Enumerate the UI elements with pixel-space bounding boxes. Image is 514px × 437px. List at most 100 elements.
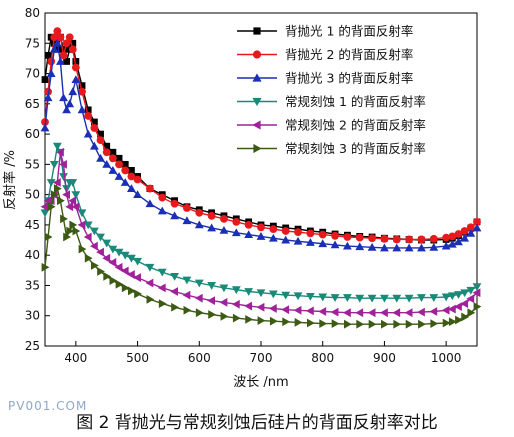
series-2-point — [368, 234, 376, 243]
series-4-point — [429, 294, 439, 302]
series-1 — [41, 33, 481, 244]
series-6-point — [158, 299, 167, 309]
series-4-point — [52, 142, 62, 151]
series-4-point — [68, 179, 78, 187]
series-3-point — [367, 242, 377, 251]
series-5-point — [59, 159, 67, 169]
series-2 — [41, 27, 481, 244]
series-2-point — [331, 231, 339, 240]
axis-ticks: 400 500 600 700 800 900 1000 25 30 35 40 45 50 55 60 65… — [25, 6, 462, 365]
legend-swatch-marker — [253, 143, 262, 154]
series-1-point — [72, 58, 80, 65]
series-6-point — [368, 319, 377, 329]
series-6-point — [418, 319, 426, 329]
series-5-point — [305, 306, 314, 316]
series-3-point — [52, 38, 62, 47]
series-3-point — [293, 236, 303, 245]
x-tick-label: 800 — [311, 351, 334, 365]
series-4-point — [460, 289, 470, 298]
x-tick-label: 700 — [250, 351, 273, 365]
series-4-point — [127, 254, 136, 263]
series-4-point — [318, 293, 328, 302]
series-6-point — [405, 319, 414, 329]
series-4-point — [71, 191, 81, 200]
y-tick-label: 50 — [25, 188, 40, 202]
series-4-point — [120, 251, 130, 260]
series-6-point — [115, 279, 124, 289]
series-2-point — [65, 33, 74, 42]
series-3-point — [157, 206, 167, 215]
series-4-point — [207, 282, 217, 290]
series-6-point — [90, 261, 99, 270]
series-2-point — [466, 223, 475, 232]
series-5-point — [145, 278, 154, 288]
series-3-point — [281, 235, 291, 244]
series-2-point — [170, 199, 179, 208]
series-2-point — [183, 204, 191, 212]
series-4-point — [343, 294, 352, 302]
series-4-point — [441, 293, 451, 302]
series-6-point — [467, 308, 476, 318]
series-5-point — [466, 294, 475, 304]
x-tick-label: 600 — [188, 351, 211, 365]
series-6-point — [134, 289, 142, 299]
series-4-point — [89, 227, 99, 236]
series-2-point — [195, 208, 204, 217]
series-4-point — [219, 284, 229, 293]
series-2-point — [448, 232, 457, 241]
series-5-point — [380, 308, 388, 318]
series-2-point — [68, 45, 77, 54]
series-4-point — [102, 239, 112, 248]
series-4-point — [404, 294, 414, 303]
series-5-point — [256, 302, 265, 312]
series-5-point — [114, 262, 123, 272]
series-5-point — [56, 147, 64, 157]
series-5-point — [52, 178, 61, 187]
series-6-point — [461, 312, 470, 322]
series-6-point — [57, 196, 65, 206]
series-2-point — [220, 214, 228, 223]
series-6-point — [294, 317, 303, 327]
series-5-point — [96, 247, 104, 257]
series-3-point — [244, 230, 254, 238]
series-6-point — [430, 319, 439, 328]
series-3-point — [429, 242, 439, 251]
series-6-point — [53, 184, 62, 193]
series-3-point — [62, 105, 71, 114]
legend-item-6: 常规刻蚀 3 的背面反射率 — [237, 141, 426, 156]
series-5-point — [447, 304, 456, 314]
series-4-point — [330, 294, 340, 302]
series-4-point — [472, 283, 482, 292]
series-2-point — [207, 211, 216, 220]
series-6-point — [109, 276, 118, 286]
legend-label: 背抛光 2 的背面反射率 — [285, 47, 413, 62]
series-5-point — [62, 190, 70, 200]
series-5-point — [318, 307, 327, 316]
series-3-point — [194, 220, 204, 229]
series-4-point — [145, 263, 155, 272]
series-3-point — [68, 87, 78, 96]
series-2-point — [56, 33, 65, 42]
legend-item-5: 常规刻蚀 2 的背面反射率 — [237, 118, 426, 133]
series-2-point — [62, 39, 71, 48]
series-5-point — [355, 308, 364, 318]
y-tick-label: 60 — [25, 127, 40, 141]
series-6-point — [393, 319, 402, 329]
series-3-point — [170, 211, 179, 220]
watermark: PV001.COM — [8, 399, 88, 413]
series-1-point — [84, 106, 92, 114]
legend-label: 背抛光 1 的背面反射率 — [285, 24, 413, 39]
y-tick-label: 35 — [25, 278, 40, 292]
series-6-point — [41, 262, 50, 272]
series-6-point — [356, 319, 365, 329]
series-1-point — [109, 148, 117, 156]
series-4-point — [108, 245, 118, 254]
series-6-point — [269, 316, 278, 326]
series-6-point — [128, 286, 136, 296]
series-layer — [40, 27, 482, 329]
y-tick-label: 30 — [25, 309, 40, 323]
series-3-point — [256, 232, 266, 240]
series-3-point — [120, 178, 130, 186]
series-2-point — [429, 234, 438, 243]
